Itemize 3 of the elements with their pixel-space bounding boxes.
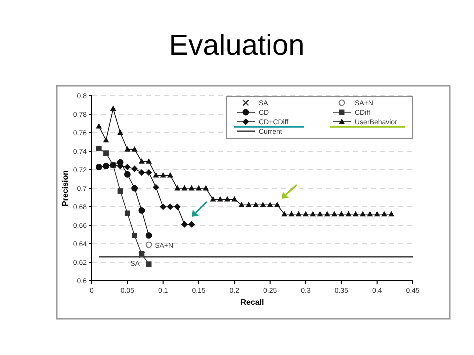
y-axis-title: Precision <box>61 170 70 207</box>
chart-title: Evaluation <box>169 30 305 62</box>
x-axis-title: Recall <box>240 298 264 307</box>
